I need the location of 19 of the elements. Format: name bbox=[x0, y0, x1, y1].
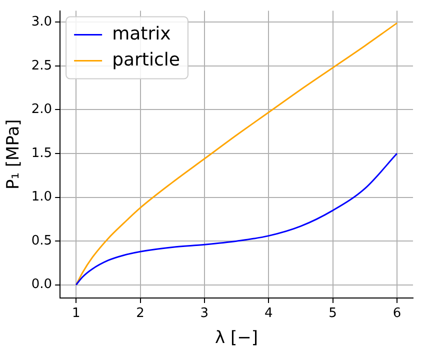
x-tick-label: 6 bbox=[392, 306, 402, 322]
y-axis-title: P₁ [MPa] bbox=[4, 119, 24, 190]
x-tick-label: 2 bbox=[136, 306, 144, 322]
legend-label: matrix bbox=[112, 23, 172, 44]
y-tick-label: 0.5 bbox=[31, 233, 52, 248]
x-axis-title: λ [−] bbox=[215, 328, 258, 348]
x-tick-label: 1 bbox=[72, 306, 80, 322]
y-tick-label: 1.5 bbox=[31, 146, 52, 161]
y-tick-label: 2.5 bbox=[31, 58, 52, 74]
line-series bbox=[75, 152, 398, 286]
y-tick-label: 3.0 bbox=[31, 14, 52, 30]
y-tick-label: 2.0 bbox=[31, 102, 52, 118]
y-tick-label: 0.0 bbox=[31, 277, 52, 292]
x-tick-label: 4 bbox=[264, 306, 273, 322]
y-tick-label: 1.0 bbox=[31, 190, 52, 205]
x-tick-label: 3 bbox=[200, 306, 209, 322]
legend-label: particle bbox=[112, 49, 180, 70]
x-tick-label: 5 bbox=[328, 306, 337, 322]
line-series bbox=[75, 22, 398, 286]
